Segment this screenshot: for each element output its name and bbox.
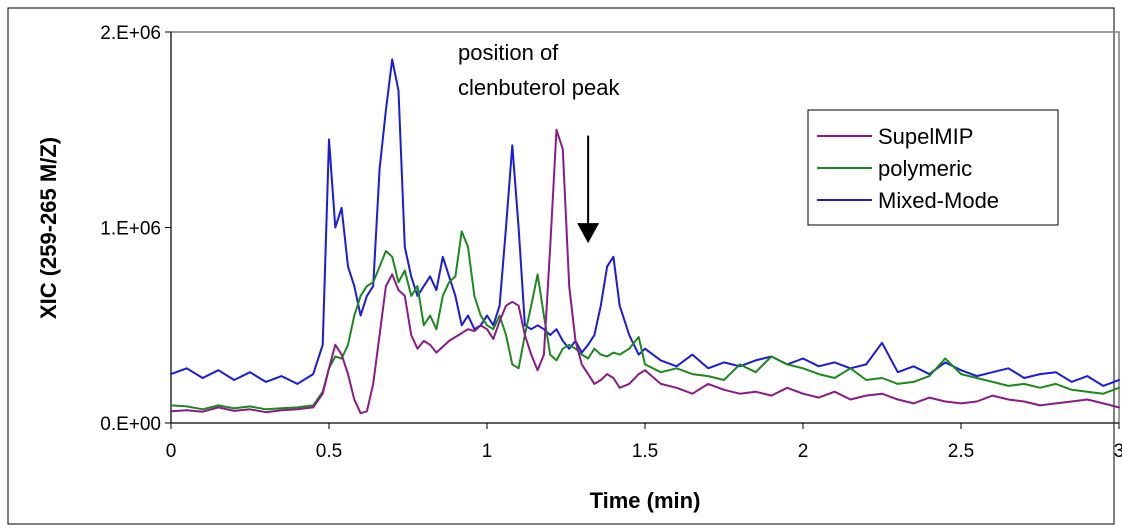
legend-item-mixed-mode: Mixed-Mode (817, 188, 999, 213)
series-line-supelmip (170, 128, 1120, 415)
figure-border (7, 7, 1115, 525)
y-tick-label: 2.E+06 (100, 23, 161, 44)
annotation-arrow-head (577, 223, 600, 244)
x-tick-label: 0.5 (316, 441, 342, 462)
y-axis-ticks: 0.E+00 1.E+06 2.E+06 (100, 23, 171, 435)
legend-label-supelmip: SupelMIP (878, 124, 973, 149)
x-axis-ticks: 0 0.5 1 1.5 2 2.5 3 (166, 423, 1122, 462)
series-layer (170, 58, 1120, 415)
x-axis-label: Time (min) (590, 488, 701, 513)
legend-item-polymeric: polymeric (817, 156, 972, 181)
legend-label-mixed-mode: Mixed-Mode (878, 188, 999, 213)
clenbuterol-annotation: position of clenbuterol peak (458, 40, 620, 244)
y-tick-label: 1.E+06 (100, 219, 161, 240)
annotation-line-2: clenbuterol peak (458, 75, 620, 100)
y-tick-label: 0.E+00 (100, 414, 161, 435)
series-line-mixed-mode (170, 58, 1120, 387)
series-line-polymeric (170, 230, 1120, 411)
x-tick-label: 0 (166, 441, 177, 462)
x-tick-label: 1.5 (632, 441, 658, 462)
legend: SupelMIP polymeric Mixed-Mode (807, 109, 1059, 226)
x-tick-label: 2.5 (948, 441, 974, 462)
x-tick-label: 1 (482, 441, 493, 462)
x-tick-label: 3 (1114, 441, 1122, 462)
legend-item-supelmip: SupelMIP (817, 124, 973, 149)
legend-label-polymeric: polymeric (878, 156, 972, 181)
annotation-line-1: position of (458, 40, 559, 65)
y-axis-label: XIC (259-265 M/Z) (36, 137, 61, 319)
x-tick-label: 2 (798, 441, 809, 462)
